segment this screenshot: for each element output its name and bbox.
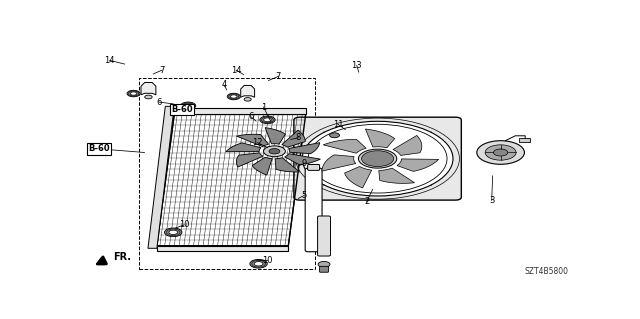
Text: 8: 8 [296, 133, 301, 142]
Text: 4: 4 [221, 80, 227, 89]
Polygon shape [157, 115, 306, 246]
Circle shape [264, 118, 271, 122]
Text: 7: 7 [159, 66, 164, 75]
Polygon shape [275, 158, 300, 172]
Circle shape [302, 121, 453, 196]
Circle shape [485, 145, 516, 160]
Circle shape [127, 90, 140, 97]
Circle shape [318, 262, 330, 267]
Text: 10: 10 [179, 220, 189, 229]
Text: 10: 10 [262, 256, 273, 265]
Circle shape [164, 228, 182, 237]
Polygon shape [365, 129, 395, 148]
Circle shape [230, 95, 237, 98]
Circle shape [184, 104, 192, 108]
Text: 14: 14 [104, 56, 115, 65]
Circle shape [254, 262, 263, 266]
Circle shape [477, 141, 524, 164]
Circle shape [362, 151, 394, 167]
Text: 7: 7 [276, 72, 281, 81]
Polygon shape [157, 246, 288, 251]
Circle shape [180, 102, 196, 110]
Circle shape [260, 116, 275, 123]
Text: 12: 12 [252, 138, 263, 147]
Polygon shape [282, 130, 305, 147]
Polygon shape [148, 106, 174, 248]
Polygon shape [236, 153, 263, 167]
Circle shape [368, 154, 387, 163]
Text: 1: 1 [261, 102, 266, 112]
FancyBboxPatch shape [317, 216, 330, 256]
Polygon shape [226, 143, 261, 152]
Polygon shape [237, 134, 269, 146]
Text: 13: 13 [351, 61, 362, 70]
FancyBboxPatch shape [308, 165, 319, 170]
Circle shape [145, 95, 152, 99]
Text: 6: 6 [248, 112, 254, 122]
Text: 5: 5 [301, 191, 307, 200]
Circle shape [330, 133, 339, 138]
Circle shape [493, 149, 508, 156]
Text: B-60: B-60 [88, 144, 109, 153]
Text: SZT4B5800: SZT4B5800 [525, 267, 568, 276]
Polygon shape [174, 108, 306, 115]
Circle shape [269, 149, 280, 154]
Polygon shape [393, 136, 422, 155]
FancyBboxPatch shape [294, 117, 461, 200]
Polygon shape [322, 155, 356, 171]
Text: FR.: FR. [113, 252, 131, 263]
Polygon shape [379, 168, 415, 183]
Text: 14: 14 [231, 66, 241, 75]
Polygon shape [344, 167, 372, 188]
FancyBboxPatch shape [319, 266, 328, 272]
Text: 11: 11 [333, 120, 343, 129]
Polygon shape [265, 128, 285, 144]
Polygon shape [323, 139, 366, 153]
Circle shape [358, 149, 397, 168]
Text: 3: 3 [489, 196, 494, 205]
Circle shape [131, 92, 137, 95]
Circle shape [169, 230, 178, 234]
Polygon shape [241, 85, 255, 97]
Text: 9: 9 [301, 159, 307, 168]
Circle shape [227, 93, 240, 100]
Polygon shape [397, 159, 438, 171]
Polygon shape [252, 157, 272, 175]
Text: 2: 2 [364, 197, 369, 206]
FancyBboxPatch shape [519, 138, 530, 142]
Polygon shape [289, 143, 320, 154]
Text: 6: 6 [157, 98, 162, 107]
Circle shape [244, 98, 252, 101]
FancyBboxPatch shape [305, 168, 322, 252]
Circle shape [250, 259, 268, 268]
Circle shape [264, 146, 285, 157]
Text: B-60: B-60 [171, 105, 193, 114]
Polygon shape [285, 154, 321, 165]
Polygon shape [141, 83, 156, 95]
